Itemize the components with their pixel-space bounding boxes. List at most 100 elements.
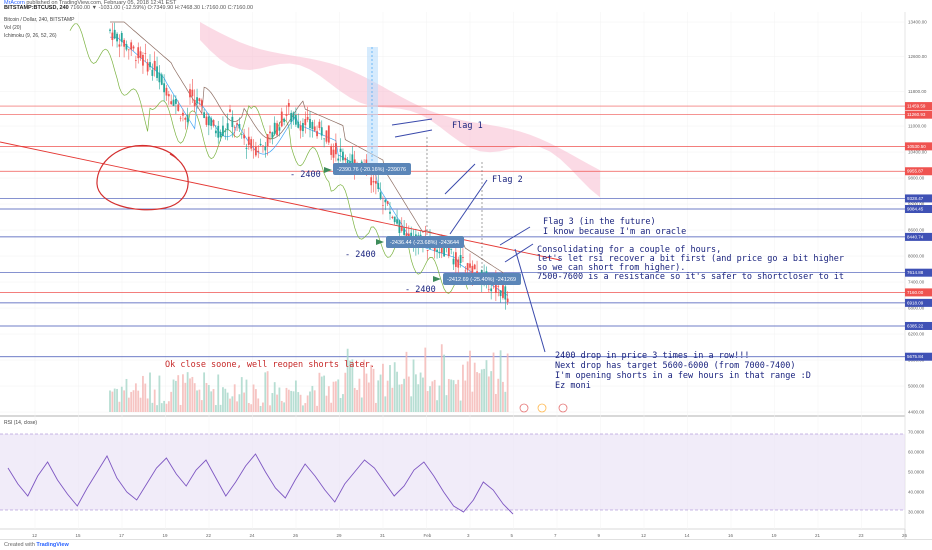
- time-tick-label: 19: [163, 533, 169, 538]
- volume-bar: [186, 372, 189, 412]
- candle-body: [436, 249, 438, 252]
- candle-body: [240, 134, 243, 136]
- volume-bar: [353, 387, 356, 412]
- volume-bar: [210, 391, 213, 412]
- volume-bar: [471, 391, 474, 412]
- volume-bar: [377, 380, 380, 412]
- candle-body: [426, 249, 429, 251]
- volume-bar: [207, 385, 210, 412]
- candle-body: [379, 192, 382, 200]
- consolidating-line2: let's let rsi recover a bit first (and p…: [537, 254, 844, 264]
- volume-bar: [396, 371, 398, 412]
- event-icons[interactable]: [519, 403, 568, 413]
- time-tick-label: 7: [554, 533, 557, 538]
- candle-body: [330, 146, 333, 155]
- candle-body: [212, 120, 215, 126]
- price-tick-label: 9200.00: [908, 202, 925, 207]
- candle-body: [184, 117, 187, 120]
- volume-bar: [386, 380, 389, 412]
- volume-bar: [459, 400, 462, 412]
- candle-body: [113, 29, 116, 39]
- rsi-tick-label: 50.0000: [908, 470, 925, 475]
- volume-bar: [125, 378, 128, 412]
- candle-body: [111, 32, 114, 41]
- candle-body: [120, 32, 123, 42]
- volume-bar: [271, 393, 274, 412]
- candlesticks: [109, 22, 509, 310]
- ohlc-line: 7160.00 ▼ -1031.00 (-12.59%) O:7349.90 H…: [70, 5, 254, 11]
- candle-body: [193, 99, 196, 107]
- volume-bar: [123, 390, 126, 412]
- volume-bar: [393, 362, 396, 412]
- volume-bar: [452, 380, 455, 412]
- candle-body: [170, 101, 173, 105]
- base-line: [110, 21, 508, 276]
- candle-body: [311, 121, 314, 130]
- volume-bar: [334, 381, 337, 412]
- candle-body: [464, 270, 467, 272]
- rsi-line: [7, 453, 514, 515]
- volume-bar: [476, 372, 478, 412]
- time-tick-label: Feb: [424, 533, 432, 538]
- candle-body: [497, 285, 500, 287]
- candle-body: [313, 126, 316, 131]
- flag3-bottom: [504, 243, 534, 263]
- price-tick-label: 13400.00: [908, 20, 927, 25]
- volume-bar: [238, 394, 241, 412]
- candle-body: [283, 118, 286, 122]
- flag3-line2: I know because I'm an oracle: [543, 227, 686, 237]
- rsi-axis: 70.0000 60.0000 50.0000 40.0000 30.0000: [908, 430, 925, 515]
- candle-body: [290, 112, 293, 123]
- volume-bar: [217, 374, 220, 412]
- legend-rsi: RSI (14, close): [4, 420, 37, 426]
- candle-body: [214, 130, 217, 134]
- flag2-bottom: [449, 179, 488, 235]
- volume-bar: [407, 376, 410, 412]
- candle-body: [158, 72, 161, 83]
- candle-body: [382, 205, 384, 206]
- volume-bar: [349, 360, 351, 412]
- candle-body: [447, 244, 450, 257]
- candle-body: [372, 180, 375, 183]
- candle-body: [247, 136, 250, 145]
- volume-bar: [473, 362, 476, 412]
- price-chart[interactable]: Bitcoin / Dollar, 240, BITSTAMP Vol (20)…: [0, 12, 932, 539]
- candle-body: [144, 53, 147, 54]
- volume-bar: [356, 389, 358, 412]
- measure-label-2[interactable]: -2436.44 (-23.68%) -243644: [376, 236, 464, 248]
- publish-line: published on TradingView.com, February 0…: [26, 0, 177, 6]
- drop-note-line1: 2400 drop in price 3 times in a row!!!: [555, 351, 749, 361]
- candle-body: [139, 51, 142, 59]
- volume-bar: [316, 405, 318, 412]
- author-name[interactable]: MrAcorn: [4, 0, 25, 6]
- candle-body: [294, 115, 297, 125]
- volume-bar: [365, 373, 368, 412]
- measure-label-3[interactable]: -2412.69 (-25.40%) -241269: [433, 273, 521, 285]
- candle-body: [207, 116, 210, 126]
- candle-body: [462, 257, 464, 258]
- tradingview-logo[interactable]: TradingView: [36, 542, 69, 548]
- candle-body: [252, 149, 255, 151]
- volume-bar: [358, 378, 361, 412]
- candle-body: [351, 154, 354, 164]
- candle-body: [245, 147, 248, 149]
- volume-bar: [400, 384, 403, 412]
- legend-vol: Vol (20): [4, 25, 22, 31]
- volume-bar: [247, 402, 250, 412]
- flag2-top: [444, 163, 476, 195]
- volume-bar: [330, 402, 333, 412]
- volume-bar: [382, 363, 384, 412]
- volume-bar: [374, 402, 377, 412]
- candle-body: [196, 97, 198, 104]
- candle-body: [160, 74, 163, 85]
- volume-bar: [506, 353, 509, 412]
- candle-body: [167, 94, 170, 97]
- volume-bar: [252, 384, 255, 412]
- candle-body: [262, 145, 264, 147]
- measure-label-1[interactable]: -2390.76 (-20.16%) -239076: [324, 163, 411, 175]
- candle-body: [384, 199, 387, 203]
- volume-bar: [222, 387, 224, 412]
- candle-body: [452, 258, 455, 265]
- volume-bar: [494, 393, 497, 412]
- volume-bar: [276, 394, 278, 412]
